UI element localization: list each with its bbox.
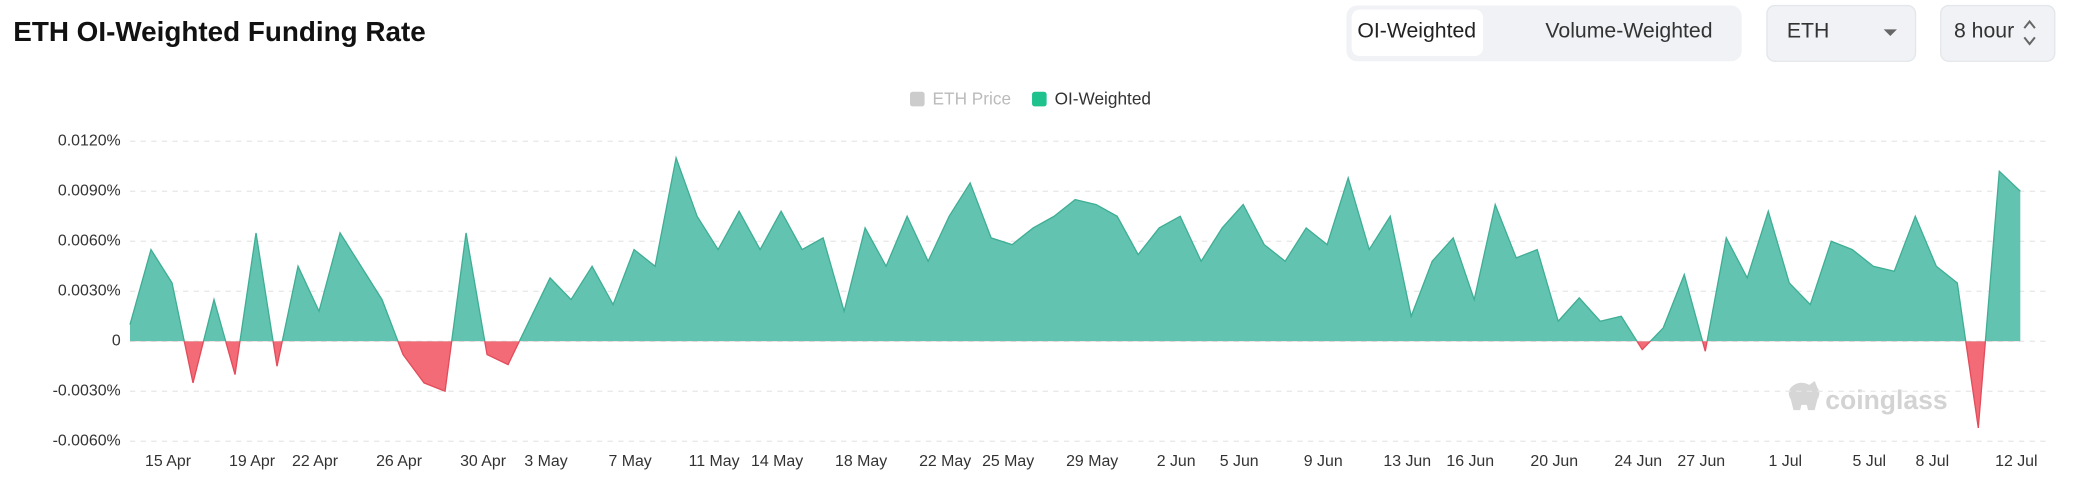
x-tick-label: 8 Jul xyxy=(1916,453,1950,470)
dropdown-arrow xyxy=(1883,29,1897,37)
chart-title: ETH OI-Weighted Funding Rate xyxy=(13,16,425,47)
x-tick-label: 11 May xyxy=(689,453,740,470)
watermark-text: coinglass xyxy=(1825,385,1947,415)
line-negative xyxy=(183,341,1987,429)
legend-swatch xyxy=(910,91,925,107)
line-positive xyxy=(129,155,2021,342)
x-tick-label: 25 May xyxy=(982,453,1034,470)
y-tick-label: -0.0060% xyxy=(53,432,121,449)
tab-selected-bg xyxy=(1351,9,1484,56)
plot: 0.0120% 0.0090% 0.0060% 0.0030% 0 -0.0030% -0.… xyxy=(53,132,2047,470)
x-tick-label: 24 Jun xyxy=(1614,453,1662,470)
x-tick-label: 16 Jun xyxy=(1446,453,1494,470)
x-tick-label: 26 Apr xyxy=(376,453,423,470)
spinner-arrows xyxy=(2023,19,2036,46)
watermark-icon xyxy=(1788,380,1820,411)
symbol-value[interactable]: ETH xyxy=(1787,20,1829,43)
y-tick-label: 0 xyxy=(112,332,121,349)
x-tick-label: 5 Jun xyxy=(1220,453,1259,470)
x-tick-label: 2 Jun xyxy=(1157,453,1196,470)
interval-value[interactable]: 8 hour xyxy=(1954,20,2014,43)
x-tick-label: 15 Apr xyxy=(145,453,192,470)
x-tick-label: 18 May xyxy=(835,453,887,470)
x-tick-label: 13 Jun xyxy=(1383,453,1431,470)
x-tick-label: 22 Apr xyxy=(292,453,339,470)
area-positive xyxy=(130,157,2021,342)
legend-label[interactable]: ETH Price xyxy=(933,88,1012,108)
y-tick-label: 0.0030% xyxy=(58,282,121,299)
x-tick-label: 5 Jul xyxy=(1852,453,1886,470)
y-tick-label: 0.0060% xyxy=(58,232,121,249)
x-tick-label: 20 Jun xyxy=(1530,453,1578,470)
legend-swatch xyxy=(1032,91,1047,107)
x-tick-label: 9 Jun xyxy=(1304,453,1343,470)
x-tick-label: 14 May xyxy=(751,453,803,470)
x-tick-label: 19 Apr xyxy=(229,453,276,470)
legend-label[interactable]: OI-Weighted xyxy=(1055,88,1151,108)
tab[interactable]: OI-Weighted xyxy=(1357,20,1476,43)
x-tick-label: 1 Jul xyxy=(1768,453,1802,470)
x-tick-label: 12 Jul xyxy=(1995,453,2037,470)
watermark: coinglass xyxy=(1788,380,1948,415)
x-tick-label: 30 Apr xyxy=(460,453,507,470)
y-tick-label: -0.0030% xyxy=(53,382,121,399)
tab[interactable]: Volume-Weighted xyxy=(1545,20,1712,43)
x-tick-label: 29 May xyxy=(1066,453,1118,470)
interval-select[interactable] xyxy=(1940,4,2056,62)
y-tick-label: 0.0090% xyxy=(58,182,121,199)
x-tick-label: 7 May xyxy=(608,453,651,470)
x-tick-label: 22 May xyxy=(919,453,971,470)
symbol-select[interactable] xyxy=(1766,4,1917,62)
x-tick-label: 3 May xyxy=(524,453,567,470)
x-tick-label: 27 Jun xyxy=(1677,453,1725,470)
y-tick-label: 0.0120% xyxy=(58,132,121,149)
